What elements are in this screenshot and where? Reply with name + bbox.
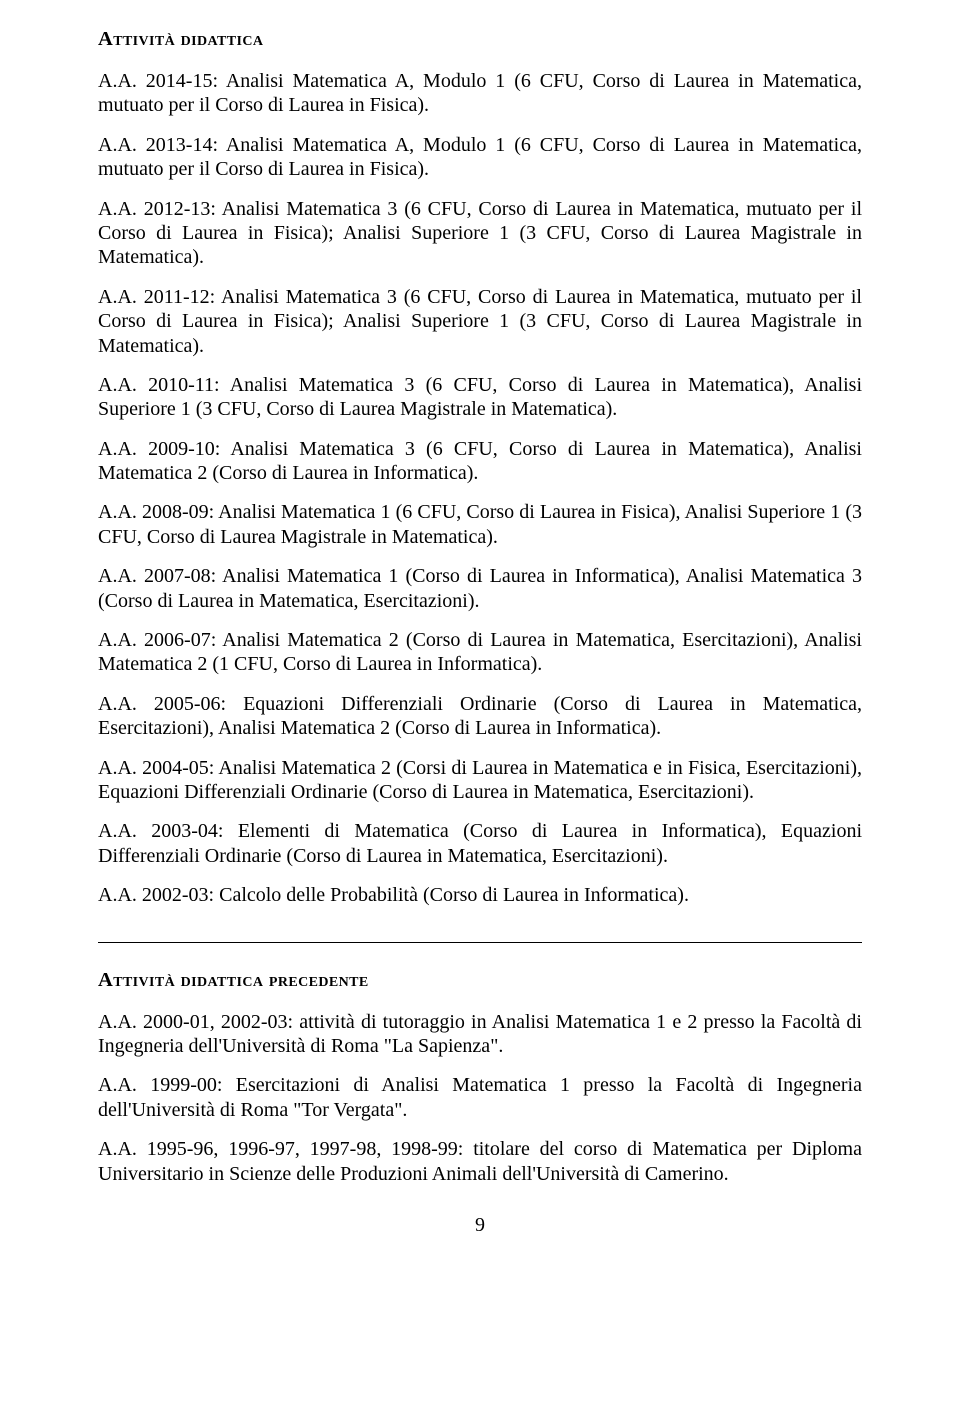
- section-divider: [98, 942, 862, 943]
- prior-teaching-entry: A.A. 1999-00: Esercitazioni di Analisi M…: [98, 1073, 862, 1122]
- teaching-entry: A.A. 2005-06: Equazioni Differenziali Or…: [98, 692, 862, 741]
- section-heading-prior-teaching: Attività didattica precedente: [98, 969, 862, 992]
- page-number: 9: [98, 1214, 862, 1237]
- teaching-entry: A.A. 2010-11: Analisi Matematica 3 (6 CF…: [98, 373, 862, 422]
- teaching-entry: A.A. 2013-14: Analisi Matematica A, Modu…: [98, 133, 862, 182]
- teaching-entry: A.A. 2006-07: Analisi Matematica 2 (Cors…: [98, 628, 862, 677]
- teaching-entry: A.A. 2009-10: Analisi Matematica 3 (6 CF…: [98, 437, 862, 486]
- section-heading-teaching: Attività didattica: [98, 28, 862, 51]
- prior-teaching-entry: A.A. 1995-96, 1996-97, 1997-98, 1998-99:…: [98, 1137, 862, 1186]
- teaching-entry: A.A. 2003-04: Elementi di Matematica (Co…: [98, 819, 862, 868]
- teaching-entry: A.A. 2008-09: Analisi Matematica 1 (6 CF…: [98, 500, 862, 549]
- teaching-entry: A.A. 2002-03: Calcolo delle Probabilità …: [98, 883, 862, 907]
- teaching-entry: A.A. 2007-08: Analisi Matematica 1 (Cors…: [98, 564, 862, 613]
- teaching-entry: A.A. 2004-05: Analisi Matematica 2 (Cors…: [98, 756, 862, 805]
- teaching-entry: A.A. 2012-13: Analisi Matematica 3 (6 CF…: [98, 197, 862, 270]
- teaching-entry: A.A. 2014-15: Analisi Matematica A, Modu…: [98, 69, 862, 118]
- teaching-entry: A.A. 2011-12: Analisi Matematica 3 (6 CF…: [98, 285, 862, 358]
- prior-teaching-entry: A.A. 2000-01, 2002-03: attività di tutor…: [98, 1010, 862, 1059]
